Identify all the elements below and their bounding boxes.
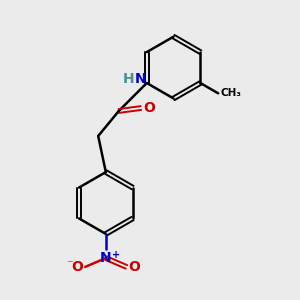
- Text: N: N: [134, 72, 146, 86]
- Text: +: +: [112, 250, 120, 260]
- Text: N: N: [100, 251, 112, 265]
- Text: ⁻: ⁻: [66, 258, 73, 271]
- Text: H: H: [123, 72, 134, 86]
- Text: CH₃: CH₃: [220, 88, 241, 98]
- Text: O: O: [71, 260, 83, 274]
- Text: O: O: [143, 101, 155, 115]
- Text: O: O: [128, 260, 140, 274]
